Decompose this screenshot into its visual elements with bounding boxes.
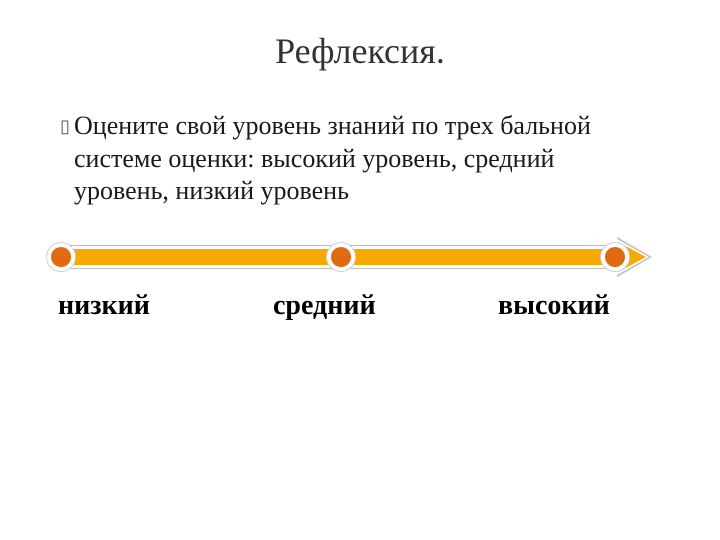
scale-graphic — [58, 240, 658, 274]
scale-node-high — [600, 242, 630, 272]
scale-node-mid — [326, 242, 356, 272]
body-content: Оцените свой уровень знаний по трех баль… — [74, 110, 634, 208]
rating-scale — [58, 240, 658, 274]
slide-title: Рефлексия. — [0, 30, 720, 72]
label-high: высокий — [498, 290, 610, 322]
label-low: низкий — [58, 290, 150, 322]
label-mid: средний — [273, 290, 376, 322]
scale-node-low — [46, 242, 76, 272]
body-text: ▯Оцените свой уровень знаний по трех бал… — [60, 110, 650, 208]
slide: Рефлексия. ▯Оцените свой уровень знаний … — [0, 0, 720, 540]
bullet-icon: ▯ — [60, 110, 74, 142]
